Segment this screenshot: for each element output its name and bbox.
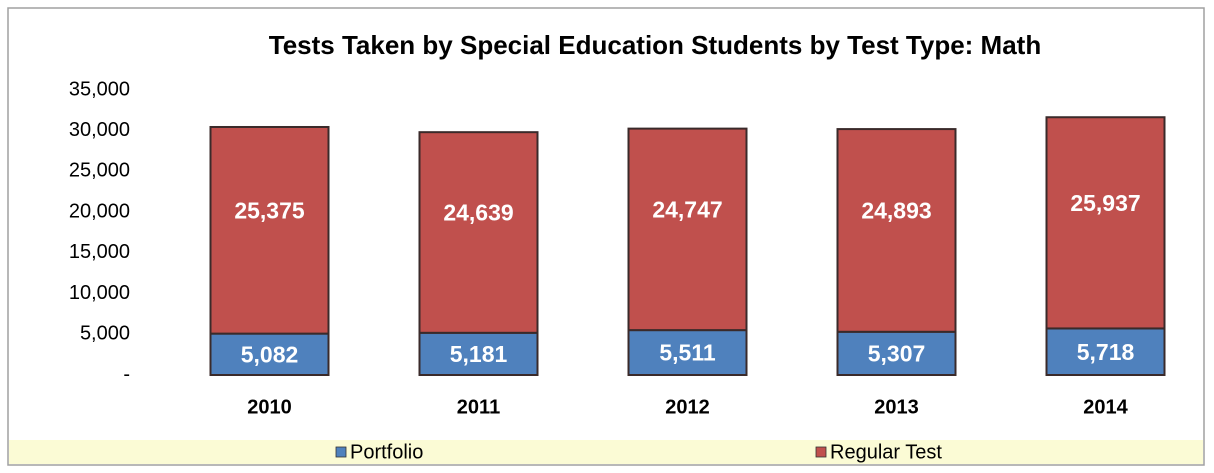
x-tick-label: 2012 [665, 396, 710, 418]
legend-band [9, 440, 1203, 464]
x-tick-label: 2013 [874, 396, 919, 418]
data-label: 5,082 [241, 341, 299, 367]
data-label: 5,511 [659, 340, 715, 366]
bar-segment [1045, 327, 1166, 377]
legend-label: Regular Test [830, 441, 942, 463]
bar-segment [418, 131, 539, 334]
legend-swatch [335, 446, 347, 458]
x-tick-label: 2014 [1083, 396, 1128, 418]
y-tick-label: - [123, 363, 130, 385]
y-tick-label: 10,000 [69, 282, 130, 304]
bar-segment [836, 128, 957, 333]
bar-segment [836, 330, 957, 376]
bar-segment [1045, 116, 1166, 330]
bar-segment [209, 332, 330, 377]
chart-title: Tests Taken by Special Education Student… [269, 30, 1041, 60]
data-label: 5,718 [1077, 339, 1135, 365]
y-tick-label: 25,000 [69, 160, 130, 182]
y-tick-label: 5,000 [80, 323, 130, 345]
data-label: 25,937 [1070, 190, 1140, 216]
y-tick-label: 15,000 [69, 241, 130, 263]
legend-swatch [815, 446, 827, 458]
chart-frame [7, 7, 1205, 466]
bar-segment [209, 125, 330, 335]
x-tick-label: 2010 [247, 396, 292, 418]
bar-segment [627, 127, 748, 332]
data-label: 24,747 [652, 196, 722, 222]
data-label: 24,893 [861, 198, 931, 224]
data-label: 5,307 [868, 340, 926, 366]
data-label: 25,375 [234, 197, 305, 223]
data-label: 5,181 [450, 341, 508, 367]
y-tick-label: 35,000 [69, 78, 130, 100]
legend-label: Portfolio [350, 441, 423, 463]
y-tick-label: 30,000 [69, 119, 130, 141]
x-tick-label: 2011 [457, 396, 500, 418]
y-tick-label: 20,000 [69, 200, 130, 222]
bar-segment [418, 331, 539, 377]
data-label: 24,639 [443, 200, 513, 226]
